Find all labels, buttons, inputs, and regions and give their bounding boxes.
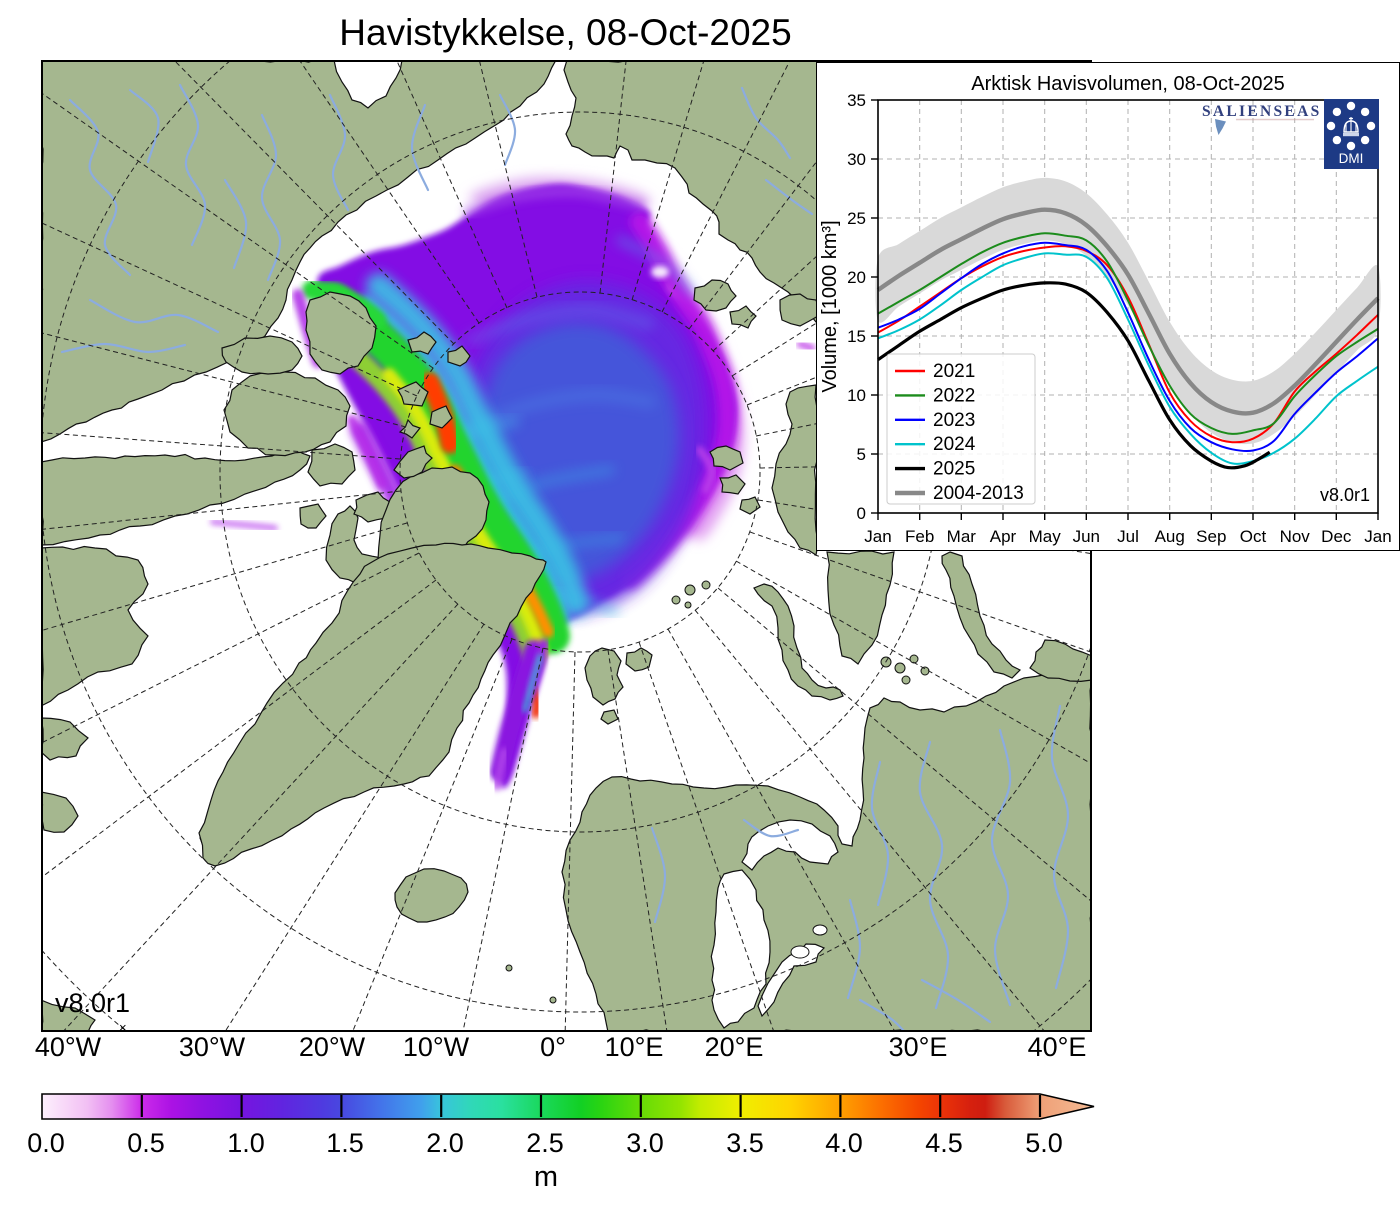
- svg-text:2021: 2021: [933, 361, 975, 382]
- svg-text:Jan: Jan: [864, 527, 891, 546]
- svg-text:SALIENSEAS: SALIENSEAS: [1202, 103, 1322, 120]
- svg-text:Volume, [1000 km³]: Volume, [1000 km³]: [819, 220, 841, 392]
- svg-text:2022: 2022: [933, 385, 975, 406]
- svg-text:35: 35: [847, 91, 866, 110]
- svg-text:Jun: Jun: [1073, 527, 1100, 546]
- svg-text:Sep: Sep: [1196, 527, 1226, 546]
- svg-text:Apr: Apr: [990, 527, 1017, 546]
- svg-text:Feb: Feb: [905, 527, 934, 546]
- svg-text:Arktisk Havisvolumen, 08-Oct-2: Arktisk Havisvolumen, 08-Oct-2025: [971, 73, 1284, 95]
- svg-text:5: 5: [857, 445, 866, 464]
- svg-text:10: 10: [847, 386, 866, 405]
- svg-text:2025: 2025: [933, 459, 975, 480]
- svg-text:Nov: Nov: [1280, 527, 1311, 546]
- svg-text:v8.0r1: v8.0r1: [1320, 485, 1370, 505]
- svg-text:Dec: Dec: [1321, 527, 1352, 546]
- svg-text:Aug: Aug: [1155, 527, 1185, 546]
- svg-text:Jul: Jul: [1117, 527, 1139, 546]
- svg-text:Oct: Oct: [1240, 527, 1267, 546]
- svg-text:v8.0r1: v8.0r1: [55, 988, 130, 1018]
- svg-text:30: 30: [847, 150, 866, 169]
- svg-text:2023: 2023: [933, 410, 975, 431]
- svg-text:2004-2013: 2004-2013: [933, 483, 1024, 504]
- svg-text:0: 0: [857, 504, 866, 523]
- svg-text:25: 25: [847, 209, 866, 228]
- svg-text:×: ×: [119, 1020, 127, 1032]
- svg-text:Mar: Mar: [947, 527, 977, 546]
- svg-text:May: May: [1029, 527, 1062, 546]
- svg-text:Jan: Jan: [1364, 527, 1391, 546]
- svg-text:20: 20: [847, 268, 866, 287]
- svg-text:2024: 2024: [933, 434, 976, 455]
- svg-text:DMI: DMI: [1339, 151, 1364, 166]
- svg-text:15: 15: [847, 327, 866, 346]
